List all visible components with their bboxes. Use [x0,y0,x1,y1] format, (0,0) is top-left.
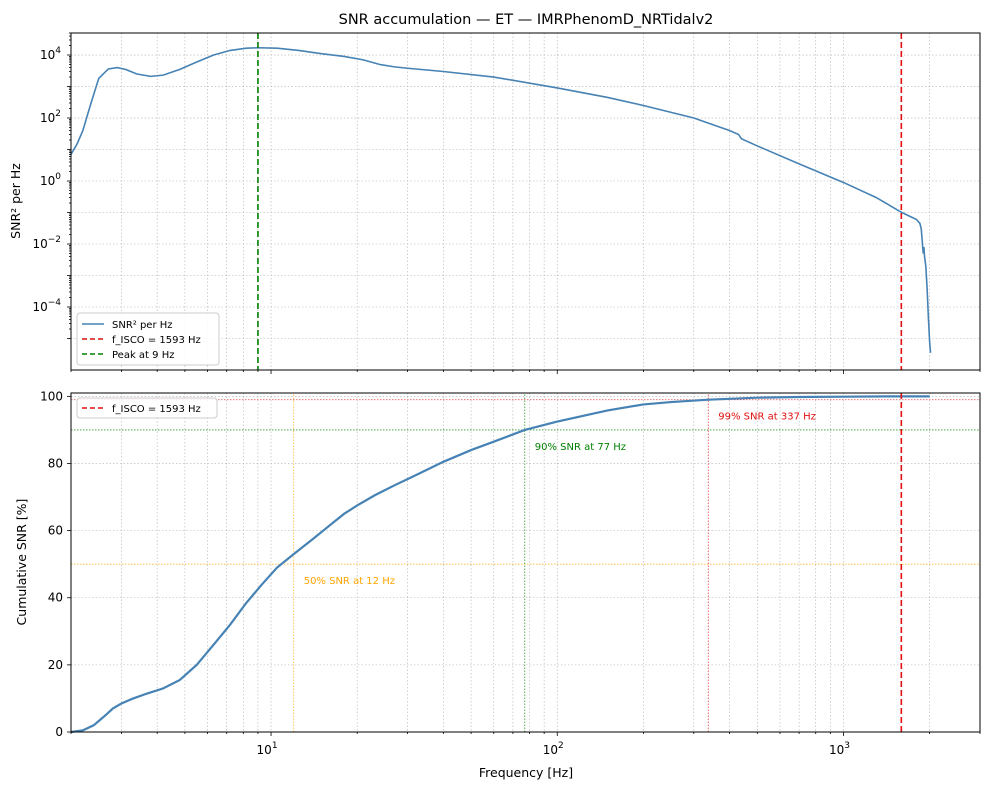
top-legend-label-peak: Peak at 9 Hz [112,350,174,361]
top-y-tick-label: 10−2 [32,235,61,251]
top-legend-label-snr: SNR² per Hz [112,320,173,331]
top-y-tick-label: 100 [40,172,61,188]
bottom-series [70,393,980,734]
top-legend: SNR² per Hz f_ISCO = 1593 Hz Peak at 9 H… [76,312,220,366]
threshold-annotation: 90% SNR at 77 Hz [535,442,626,453]
top-y-tick-label-exponent: 0 [55,172,61,182]
bottom-annotations: 50% SNR at 12 Hz 90% SNR at 77 Hz 99% SNR … [304,412,816,587]
top-y-tick-label-base: 10 [40,111,55,125]
top-y-tick-label-exponent: 4 [55,46,61,56]
bottom-y-tick-label: 60 [48,524,63,538]
bottom-legend-label-isco: f_ISCO = 1593 Hz [112,404,201,415]
chart-title: SNR accumulation — ET — IMRPhenomD_NRTid… [339,12,714,28]
top-legend-label-isco: f_ISCO = 1593 Hz [112,335,201,346]
bottom-legend: f_ISCO = 1593 Hz [76,397,218,419]
x-tick-label-exponent: 2 [558,741,564,751]
bottom-y-tick-label: 20 [48,658,63,672]
top-y-tick-label: 102 [40,109,61,125]
x-axis-label: Frequency [Hz] [479,765,573,780]
top-y-tick-label-exponent: −2 [48,235,61,245]
bottom-y-tick-label: 40 [48,591,63,605]
top-axes-frame [70,32,981,371]
x-tick-label-exponent: 3 [844,741,850,751]
bottom-legend-box [76,397,218,419]
bottom-axes-frame [70,392,981,733]
top-y-tick-label-base: 10 [32,300,47,314]
top-legend-box [76,312,220,366]
threshold-annotation: 50% SNR at 12 Hz [304,576,395,587]
top-y-tick-label: 10−4 [32,298,61,314]
top-grid [70,33,981,370]
bottom-grid [70,393,981,733]
top-series [70,33,932,370]
bottom-y-tick-label: 80 [48,456,63,470]
cumulative-snr-line [70,395,930,734]
top-y-axis-label: SNR² per Hz [8,163,23,239]
top-y-tick-label-base: 10 [40,48,55,62]
threshold-annotation: 99% SNR at 337 Hz [718,412,816,423]
top-y-tick-label: 104 [40,46,61,62]
bottom-y-axis-label: Cumulative SNR [%] [14,499,29,626]
bottom-y-tick-label: 0 [55,725,63,739]
x-tick-label-exponent: 1 [272,741,278,751]
top-y-tick-label-base: 10 [40,174,55,188]
snr-per-hz-line [70,46,932,353]
top-y-tick-label-exponent: −4 [48,298,62,308]
bottom-y-tick-label: 100 [40,389,63,403]
top-y-tick-label-base: 10 [32,237,47,251]
top-y-tick-label-exponent: 2 [55,109,61,119]
